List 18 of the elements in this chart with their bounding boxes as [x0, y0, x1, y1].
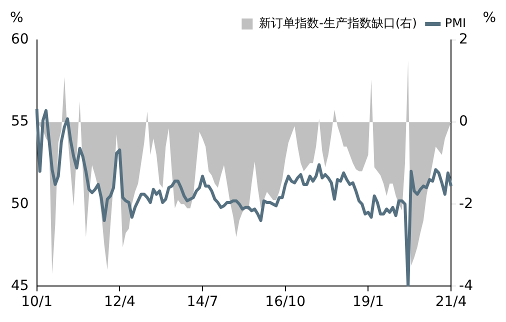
y-tick-label: 55 [10, 114, 29, 130]
x-tick-label: 10/1 [21, 294, 53, 310]
x-tick-label: 21/4 [435, 294, 467, 310]
y-tick-label: 60 [10, 32, 29, 48]
legend-label: PMI [444, 16, 466, 30]
y2-tick-label: 0 [459, 114, 468, 130]
y-axis-title: % [10, 10, 24, 26]
y-tick-label: 45 [10, 278, 29, 294]
y2-tick-label: -2 [459, 196, 474, 212]
y2-tick-label: 2 [459, 32, 468, 48]
y-tick-label: 50 [10, 196, 29, 212]
legend-label: 新订单指数-生产指数缺口(右) [259, 16, 417, 30]
x-tick-label: 16/10 [265, 294, 306, 310]
x-tick-label: 14/7 [186, 294, 218, 310]
x-tick-label: 12/4 [104, 294, 136, 310]
x-tick-label: 19/1 [352, 294, 384, 310]
y2-tick-label: -4 [459, 278, 474, 294]
y2-axis-title: % [482, 10, 496, 26]
